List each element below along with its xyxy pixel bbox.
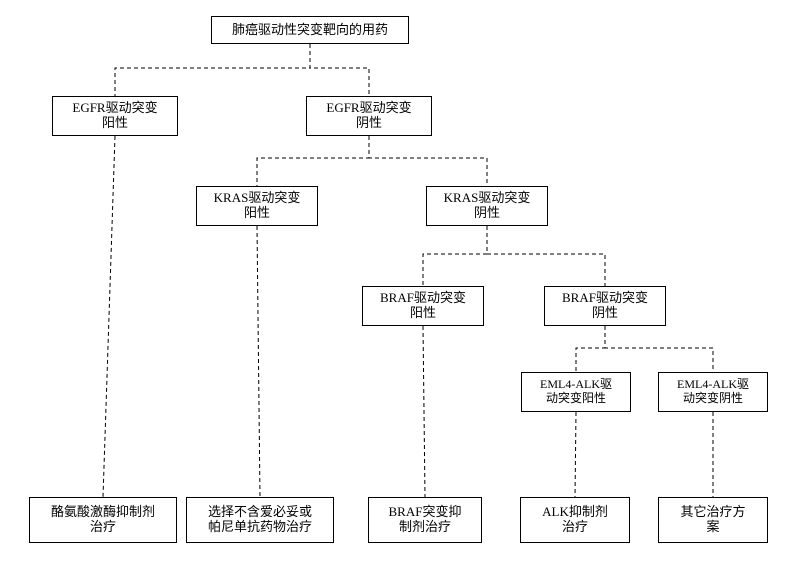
egfr-neg-node: EGFR驱动突变阴性 (306, 96, 432, 136)
out-kras-node: 选择不含爱必妥或帕尼单抗药物治疗 (186, 497, 334, 543)
eml4-pos-node: EML4-ALK驱动突变阳性 (521, 372, 631, 412)
kras-pos-node: KRAS驱动突变阳性 (196, 186, 318, 226)
eml4-neg-node: EML4-ALK驱动突变阴性 (658, 372, 768, 412)
out-braf-node: BRAF突变抑制剂治疗 (368, 497, 482, 543)
egfr-pos-node: EGFR驱动突变阳性 (52, 96, 178, 136)
kras-neg-node: KRAS驱动突变阴性 (426, 186, 548, 226)
out-other-node: 其它治疗方案 (658, 497, 768, 543)
braf-neg-node: BRAF驱动突变阴性 (544, 286, 666, 326)
out-alk-node: ALK抑制剂治疗 (520, 497, 630, 543)
out-egfr-node: 酪氨酸激酶抑制剂治疗 (29, 497, 177, 543)
braf-pos-node: BRAF驱动突变阳性 (362, 286, 484, 326)
root-node: 肺癌驱动性突变靶向的用药 (211, 16, 409, 44)
